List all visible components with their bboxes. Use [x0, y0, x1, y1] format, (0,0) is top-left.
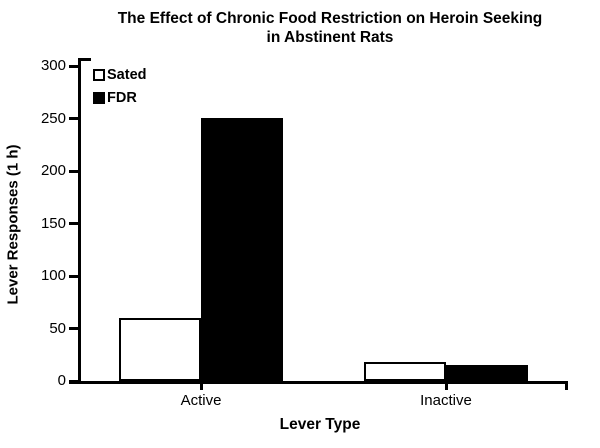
x-category-label-active: Active — [180, 392, 222, 409]
x-axis-title: Lever Type — [279, 416, 361, 433]
y-tick-250 — [69, 117, 78, 120]
legend-label-fdr: FDR — [107, 89, 137, 106]
legend-label-sated: Sated — [107, 66, 147, 83]
y-tick-200 — [69, 169, 78, 173]
y-tick-300 — [69, 64, 78, 68]
y-axis-top-tick — [78, 58, 91, 61]
legend: Sated FDR — [93, 63, 147, 109]
x-tick-active — [199, 384, 203, 390]
y-tick-label-50: 50 — [49, 319, 66, 337]
legend-swatch-fdr — [93, 91, 105, 104]
x-tick-axis-end — [565, 384, 568, 390]
y-axis-line — [78, 58, 81, 384]
chart-title-line1: The Effect of Chronic Food Restriction o… — [117, 10, 543, 27]
chart-title-line2: in Abstinent Rats — [266, 29, 394, 46]
legend-swatch-sated — [93, 68, 105, 81]
legend-item-fdr: FDR — [93, 86, 147, 109]
legend-item-sated: Sated — [93, 63, 147, 86]
y-tick-label-0: 0 — [57, 372, 66, 389]
bar-sated-active — [119, 318, 201, 381]
y-tick-50 — [69, 327, 78, 330]
bar-fdr-inactive — [446, 365, 528, 381]
y-tick-label-250: 250 — [40, 109, 66, 127]
y-tick-label-100: 100 — [40, 267, 66, 284]
x-tick-inactive — [444, 384, 448, 390]
y-tick-label-200: 200 — [40, 162, 66, 179]
y-tick-150 — [69, 222, 78, 225]
x-axis-line — [69, 381, 568, 384]
y-tick-label-300: 300 — [40, 57, 66, 74]
bar-sated-inactive — [364, 362, 446, 381]
y-tick-label-150: 150 — [40, 214, 66, 232]
x-category-label-inactive: Inactive — [420, 392, 472, 409]
bar-fdr-active — [201, 118, 283, 381]
chart-title: The Effect of Chronic Food Restriction o… — [60, 9, 600, 47]
y-tick-0 — [69, 379, 78, 383]
y-tick-100 — [69, 274, 78, 278]
